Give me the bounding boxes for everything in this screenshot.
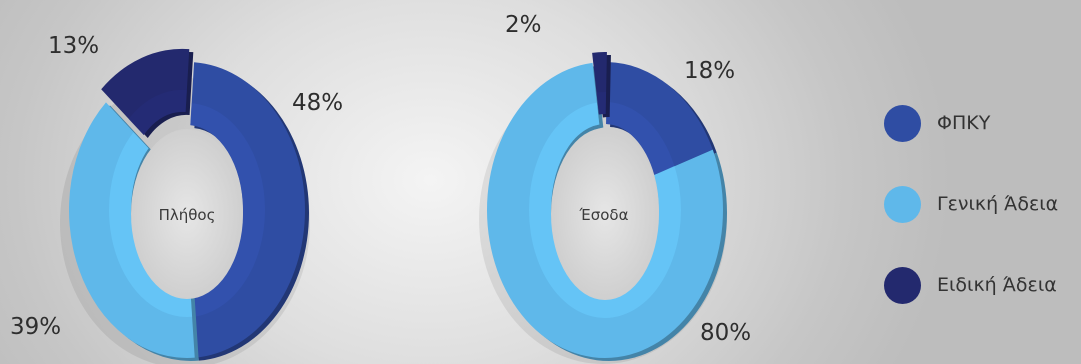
slice-eidiki — [101, 48, 194, 139]
legend-label: Ειδική Άδεια — [937, 274, 1057, 296]
slice-bevel — [190, 103, 265, 317]
slice-label-geniki: 39% — [10, 314, 61, 340]
legend-label: ΦΠΚΥ — [937, 112, 991, 134]
donut-chart-count: Πλήθος 48% 39% 13% — [10, 33, 343, 364]
slice-fpky — [606, 62, 717, 178]
slice-eidiki — [592, 52, 611, 118]
slice-fpky — [190, 62, 310, 361]
legend-item-fpky: ΦΠΚΥ — [884, 103, 1081, 143]
legend-swatch — [884, 266, 921, 304]
legend: ΦΠΚΥ Γενική Άδεια Ειδική Άδεια — [884, 103, 1081, 346]
slice-bevel — [128, 89, 187, 136]
donut-hole — [551, 128, 659, 300]
slice-face — [606, 62, 713, 175]
legend-label: Γενική Άδεια — [937, 193, 1059, 215]
legend-swatch — [884, 185, 921, 223]
legend-swatch — [884, 104, 921, 142]
slice-bevel — [596, 92, 607, 115]
slice-geniki — [486, 62, 727, 361]
slice-bevel — [109, 132, 193, 317]
slice-label-eidiki: 2% — [505, 12, 542, 38]
slice-bevel — [606, 102, 675, 175]
slice-face — [486, 62, 723, 359]
legend-item-geniki: Γενική Άδεια — [884, 184, 1081, 224]
donut-hole — [131, 129, 243, 299]
slice-label-fpky: 18% — [684, 58, 735, 84]
slice-label-fpky: 48% — [292, 90, 343, 116]
center-label: Πλήθος — [159, 206, 216, 224]
slice-label-geniki: 80% — [700, 320, 751, 346]
slice-label-eidiki: 13% — [48, 33, 99, 59]
center-label: Έσοδα — [579, 206, 629, 224]
donut-chart-revenue: Έσοδα 18% 80% 2% — [479, 12, 751, 364]
legend-item-eidiki: Ειδική Άδεια — [884, 265, 1081, 305]
